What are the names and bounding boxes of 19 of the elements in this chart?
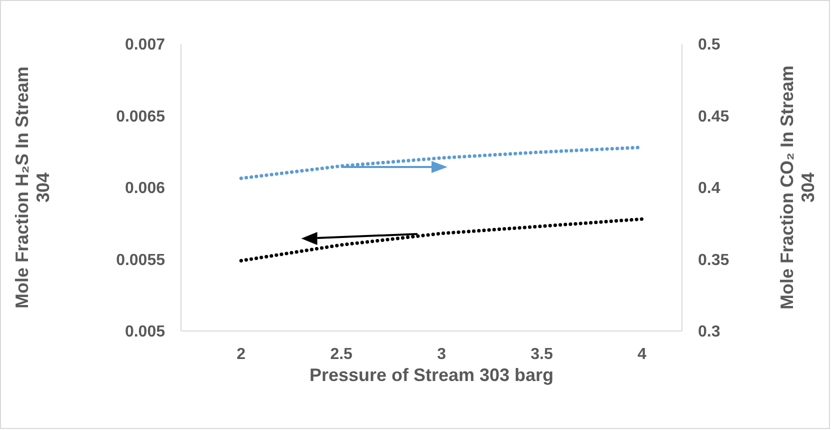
x-tick-label: 2.5 [330, 346, 353, 363]
y-tick-label: 0.0065 [116, 108, 166, 126]
y-tick-label: 0.006 [124, 180, 166, 198]
y2-tick-label: 0.45 [698, 108, 730, 126]
x-tick-label: 4 [637, 346, 646, 363]
y-tick-label: 0.0055 [116, 252, 166, 269]
x-tick-label: 3.5 [530, 346, 553, 363]
x-tick-label: 2 [236, 346, 246, 363]
line-series [239, 217, 644, 262]
y-tick-label: 0.007 [124, 36, 166, 54]
y-tick-label: 0.005 [124, 324, 166, 341]
y2-tick-label: 0.3 [698, 324, 720, 341]
y2-axis-title: Mole Fraction CO₂ In Stream 304 [777, 65, 818, 310]
y2-tick-label: 0.5 [698, 36, 720, 54]
y2-tick-label: 0.4 [698, 180, 720, 198]
y-axis-title: Mole Fraction H₂S In Stream 304 [12, 66, 53, 309]
x-axis-title: Pressure of Stream 303 barg [309, 365, 554, 385]
y2-tick-label: 0.35 [698, 252, 730, 269]
x-tick-label: 3 [437, 346, 446, 363]
